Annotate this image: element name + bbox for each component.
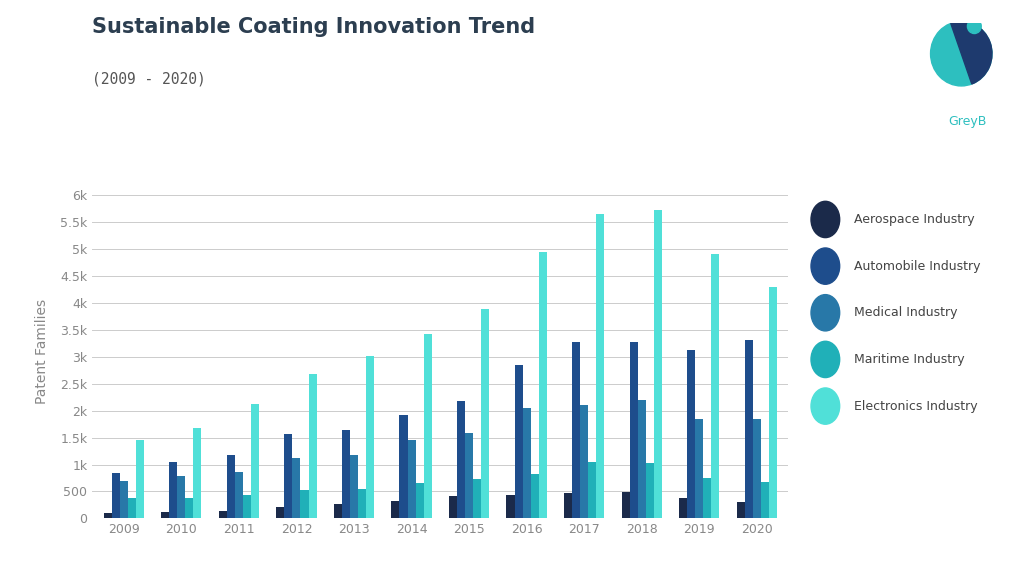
Text: (2009 - 2020): (2009 - 2020) (92, 72, 206, 87)
Bar (103, 513, 112, 518)
Bar (761, 482, 769, 518)
Y-axis label: Patent Families: Patent Families (35, 299, 49, 404)
Bar (276, 506, 285, 518)
Bar (243, 495, 251, 518)
Bar (530, 474, 539, 518)
Bar (622, 492, 630, 518)
Bar (465, 433, 473, 518)
Bar (128, 498, 136, 518)
Text: Electronics Industry: Electronics Industry (854, 400, 978, 412)
Circle shape (811, 295, 840, 331)
Circle shape (811, 341, 840, 378)
Bar (581, 406, 588, 518)
Bar (185, 498, 194, 518)
Text: Medical Industry: Medical Industry (854, 306, 957, 319)
Bar (399, 415, 408, 518)
Bar (522, 408, 530, 518)
Bar (638, 400, 646, 518)
Circle shape (968, 19, 981, 33)
Bar (416, 483, 424, 518)
Text: Sustainable Coating Innovation Trend: Sustainable Coating Innovation Trend (92, 17, 536, 37)
Bar (227, 455, 234, 518)
Bar (473, 479, 481, 518)
Bar (251, 404, 259, 518)
Bar (367, 355, 374, 518)
Bar (177, 476, 185, 518)
Bar (572, 342, 581, 518)
Bar (350, 455, 358, 518)
Bar (285, 434, 293, 518)
Bar (646, 463, 653, 518)
Text: Aerospace Industry: Aerospace Industry (854, 213, 975, 226)
Text: GreyB: GreyB (948, 115, 987, 128)
Bar (679, 498, 687, 518)
Bar (194, 428, 202, 518)
Bar (769, 287, 777, 518)
Bar (300, 490, 308, 518)
Wedge shape (950, 21, 992, 84)
Circle shape (811, 201, 840, 238)
Bar (219, 511, 227, 518)
Text: Automobile Industry: Automobile Industry (854, 260, 981, 272)
Bar (112, 472, 120, 518)
Bar (161, 512, 169, 518)
Bar (120, 481, 128, 518)
Bar (358, 489, 367, 518)
Bar (596, 214, 604, 518)
Bar (342, 430, 350, 518)
Bar (424, 334, 432, 518)
Bar (744, 339, 753, 518)
Circle shape (811, 248, 840, 284)
Circle shape (811, 388, 840, 424)
Bar (308, 374, 316, 518)
Bar (695, 419, 703, 518)
Bar (481, 309, 489, 518)
Bar (712, 255, 720, 518)
Bar (753, 419, 761, 518)
Bar (630, 342, 638, 518)
Bar (457, 401, 465, 518)
Bar (408, 439, 416, 518)
Bar (136, 440, 144, 518)
Bar (564, 493, 572, 518)
Bar (507, 495, 514, 518)
Bar (169, 462, 177, 518)
Circle shape (931, 21, 992, 86)
Bar (687, 350, 695, 518)
Text: Maritime Industry: Maritime Industry (854, 353, 965, 366)
Bar (539, 252, 547, 518)
Bar (514, 365, 522, 518)
Bar (391, 501, 399, 518)
Bar (588, 462, 596, 518)
Bar (334, 504, 342, 518)
Bar (703, 478, 712, 518)
Bar (293, 458, 300, 518)
Bar (449, 496, 457, 518)
Bar (234, 472, 243, 518)
Bar (736, 502, 744, 518)
Bar (653, 210, 662, 518)
